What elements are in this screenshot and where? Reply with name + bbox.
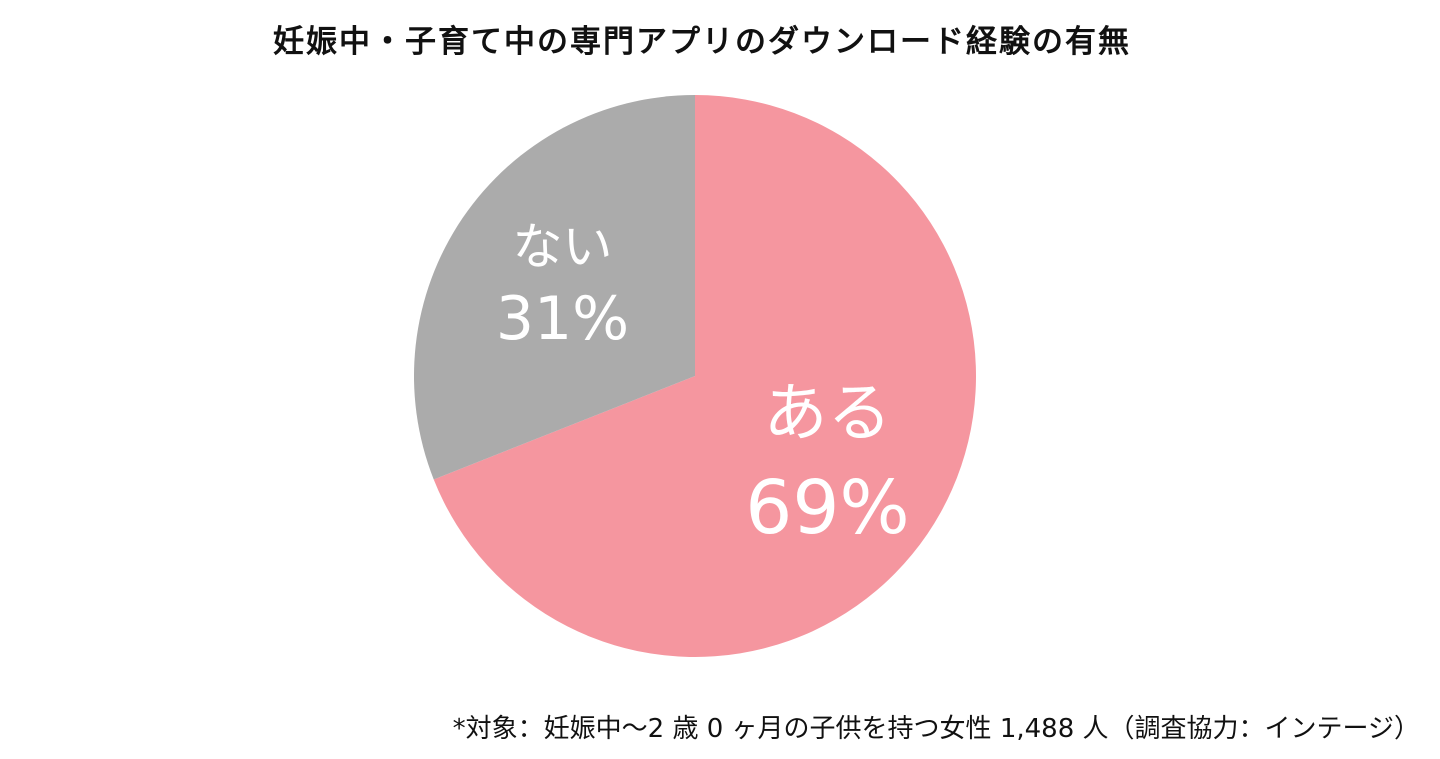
- pie-slice-1: [414, 95, 695, 480]
- footnote: *対象：妊娠中〜2 歳 0 ヶ月の子供を持つ女性 1,488 人（調査協力：イン…: [452, 714, 1420, 744]
- pie-slice-0: [433, 95, 976, 657]
- pie-svg: [414, 95, 976, 657]
- chart-title: 妊娠中・子育て中の専門アプリのダウンロード経験の有無: [273, 24, 1131, 60]
- pie-chart: ある 69% ない 31%: [414, 95, 976, 657]
